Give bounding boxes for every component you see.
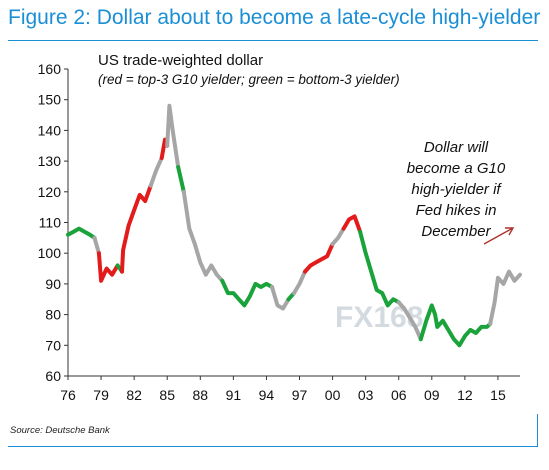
- x-tick-label: 79: [93, 387, 109, 403]
- x-tick-label: 03: [358, 387, 374, 403]
- series-segment-bottom3: [220, 278, 274, 308]
- series-segment-neutral: [148, 156, 164, 188]
- y-tick-label: 100: [38, 245, 62, 261]
- x-tick-label: 88: [193, 387, 209, 403]
- y-tick-label: 70: [45, 337, 61, 353]
- annotation-line: Dollar will: [424, 139, 489, 156]
- x-tick-label: 00: [325, 387, 341, 403]
- x-tick-label: 82: [126, 387, 142, 403]
- series-segment-neutral: [292, 269, 307, 296]
- y-axis: 60 70 80 90 100 110 120 130 140 150 160: [38, 61, 69, 384]
- series-lines: [66, 103, 522, 348]
- x-tick-label: 15: [490, 387, 506, 403]
- y-tick-label: 150: [38, 92, 62, 108]
- footer-divider-right: [537, 414, 538, 447]
- chart-title: US trade-weighted dollar: [98, 52, 263, 69]
- dollar-chart: 60 70 80 90 100 110 120 130 140 150 160 76 79 82 85 88…: [38, 52, 522, 403]
- y-tick-label: 160: [38, 61, 62, 77]
- x-tick-label: 12: [457, 387, 473, 403]
- source-note: Source: Deutsche Bank: [10, 425, 110, 436]
- series-segment-neutral: [92, 235, 101, 256]
- annotation-line: December: [421, 223, 491, 240]
- series-segment-neutral: [181, 189, 225, 283]
- annotation-line: high-yielder if: [411, 181, 502, 198]
- series-segment-top3: [303, 242, 335, 274]
- y-tick-label: 130: [38, 153, 62, 169]
- chart-subtitle: (red = top-3 G10 yielder; green = bottom…: [98, 72, 400, 87]
- series-segment-neutral: [488, 269, 522, 326]
- x-tick-label: 94: [259, 387, 275, 403]
- annotation-text: Dollar will become a G10 high-yielder if Fe…: [407, 139, 506, 240]
- title-divider: [8, 40, 538, 41]
- x-tick-label: 91: [226, 387, 242, 403]
- annotation-line: Fed hikes in: [416, 202, 497, 219]
- y-tick-label: 60: [45, 368, 61, 384]
- footer-divider: [8, 446, 538, 447]
- annotation-line: become a G10: [407, 160, 506, 177]
- x-tick-label: 09: [424, 387, 440, 403]
- x-tick-label: 97: [292, 387, 308, 403]
- x-tick-label: 06: [391, 387, 407, 403]
- series-segment-neutral: [396, 300, 423, 342]
- series-segment-top3: [96, 251, 120, 283]
- x-tick-label: 85: [159, 387, 175, 403]
- series-segment-bottom3: [66, 226, 97, 240]
- series-segment-bottom3: [358, 229, 401, 308]
- series-segment-top3: [341, 214, 363, 234]
- series-segment-neutral: [165, 103, 181, 170]
- series-segment-bottom3: [176, 165, 186, 194]
- series-segment-neutral: [270, 285, 291, 311]
- figure-title: Figure 2: Dollar about to become a late-…: [8, 6, 541, 29]
- series-segment-neutral: [330, 226, 346, 246]
- y-tick-label: 90: [45, 276, 61, 292]
- y-tick-label: 140: [38, 122, 62, 138]
- y-tick-label: 120: [38, 184, 62, 200]
- x-axis: 76 79 82 85 88 91 94 97 00 03 06 09 12 15: [60, 375, 520, 403]
- y-tick-label: 80: [45, 307, 61, 323]
- series-segment-bottom3: [418, 303, 493, 348]
- annotation-arrow: [483, 227, 515, 245]
- y-tick-label: 110: [39, 215, 62, 231]
- x-tick-label: 76: [60, 387, 76, 403]
- series-segment-top3: [120, 183, 153, 274]
